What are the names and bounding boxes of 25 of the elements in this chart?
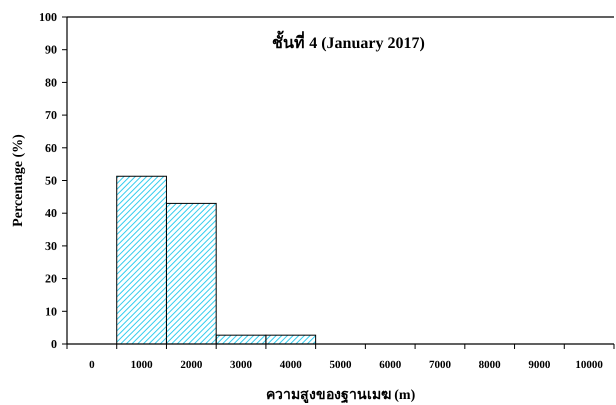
y-tick-label: 0 bbox=[51, 337, 57, 351]
y-tick-label: 20 bbox=[45, 272, 57, 286]
y-tick-label: 50 bbox=[45, 174, 57, 188]
y-tick-label: 80 bbox=[45, 75, 57, 90]
x-tick-label: 0 bbox=[89, 359, 96, 371]
x-tick-label: 10000 bbox=[575, 359, 604, 371]
y-tick-label: 40 bbox=[45, 206, 57, 220]
y-tick-label: 60 bbox=[45, 140, 57, 155]
x-tick-label: 5000 bbox=[330, 359, 352, 371]
y-tick-label: 70 bbox=[45, 108, 57, 122]
x-axis-title: ความสูงของฐานเมฆ (m) bbox=[266, 388, 416, 404]
text: ชั้นที่ 4 (January 2017) bbox=[272, 30, 425, 52]
y-tick-label: 30 bbox=[45, 238, 57, 253]
x-tick-label: 8000 bbox=[478, 359, 502, 371]
x-tick-label: 2000 bbox=[180, 359, 203, 371]
x-tick-label: 9000 bbox=[528, 359, 551, 371]
y-tick-label: 10 bbox=[45, 304, 57, 318]
y-tick-label: 90 bbox=[45, 42, 57, 57]
y-tick-label: 100 bbox=[39, 10, 57, 24]
x-tick-label: 4000 bbox=[280, 359, 302, 371]
x-tick-label: 6000 bbox=[379, 359, 402, 371]
y-axis-title: Percentage (%) bbox=[11, 134, 26, 227]
x-tick-label: 3000 bbox=[230, 359, 253, 371]
x-tick-label: 7000 bbox=[428, 359, 452, 371]
x-tick-label: 1000 bbox=[130, 359, 154, 371]
